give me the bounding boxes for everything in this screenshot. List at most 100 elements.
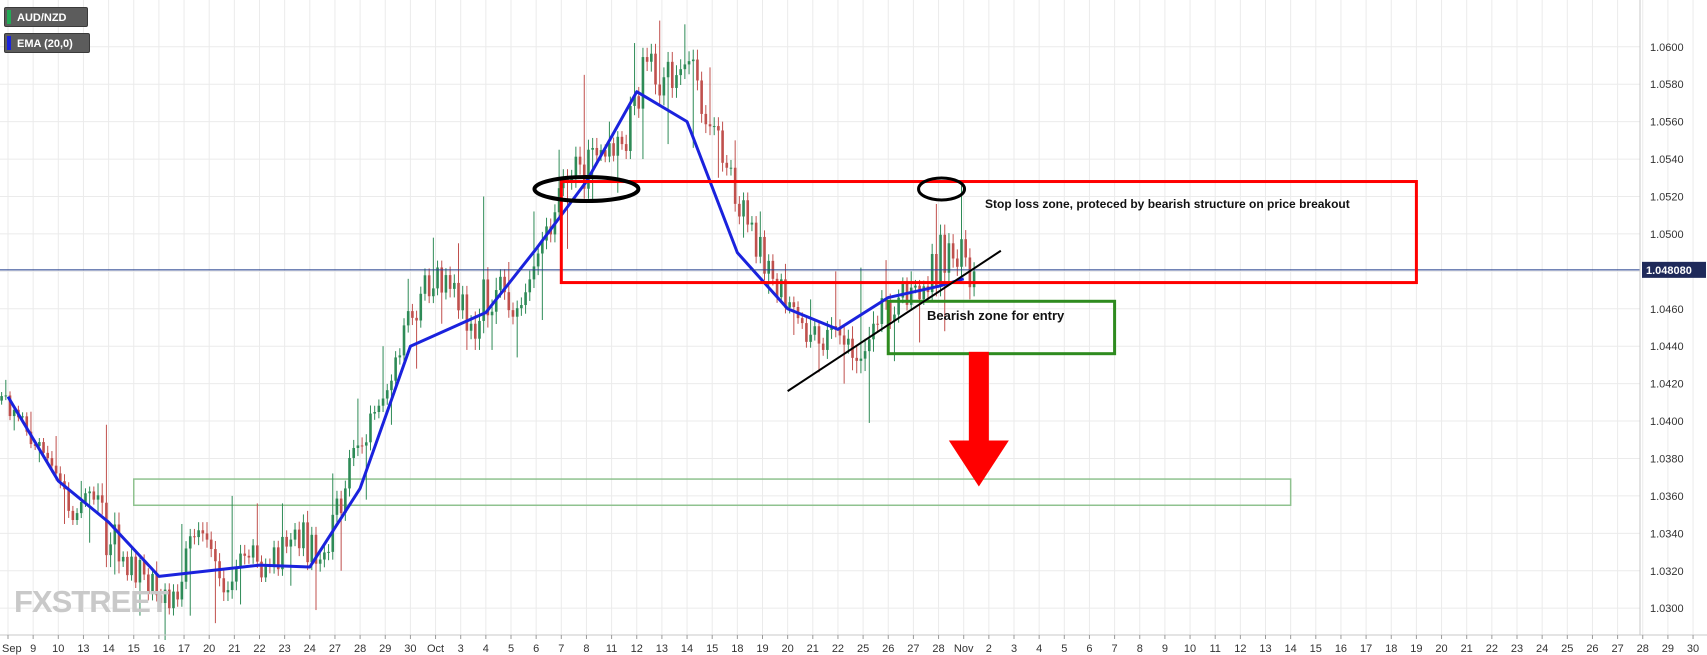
entry-zone [886,299,1117,356]
candle-body [775,278,779,298]
candle-body [842,335,846,345]
x-tick-label: 30 [404,643,416,655]
candle-body [817,326,821,344]
x-tick-label: 20 [203,643,215,655]
arrow-shaft [968,351,989,441]
candle-body [960,239,963,267]
x-tick-label: 18 [731,643,743,655]
candle-body [779,279,783,298]
candle-body [947,243,951,273]
candle-body [733,167,737,204]
y-tick-label: 1.0560 [1650,117,1684,129]
candle-body [536,253,540,267]
annotations: Stop loss zone, proteced by bearish stru… [532,175,1418,487]
candle-body [511,310,515,317]
candle-body [821,343,825,350]
candle-body [406,311,410,326]
candle-body [50,458,54,466]
candle-body [473,323,477,339]
candle-body [918,285,921,300]
candle-body [151,573,154,595]
symbol-legend[interactable]: AUD/NZD [4,7,88,27]
x-tick-label: 29 [379,643,391,655]
x-tick-label: 13 [656,643,668,655]
candle-body [260,561,263,578]
candle-body [683,64,687,70]
candle-body [75,513,79,521]
candle-body [708,124,712,127]
y-axis: 1.0300 1.0320 1.0340 1.0360 1.0380 1.0400 1.04… [1639,0,1706,635]
candle-body [327,551,330,553]
candle-body [42,442,45,453]
x-tick-label: 5 [1061,643,1067,655]
candle-body [310,534,314,563]
candle-body [880,298,884,324]
candle-body [759,236,762,257]
y-tick-label: 1.0440 [1650,341,1684,353]
candle-body [633,96,636,106]
candle-body [188,536,192,549]
candle-body [461,294,464,311]
candle-body [507,292,511,311]
x-tick-label: 28 [1637,643,1649,655]
candle-body [712,126,716,128]
x-tick-label: 12 [631,643,643,655]
candle-body [339,498,343,514]
candle-body [503,276,506,293]
candle-body [289,539,293,547]
x-tick-label: 8 [583,643,589,655]
trendline [787,249,1002,392]
x-tick-label: Oct [427,643,444,655]
x-tick-label: 5 [508,643,514,655]
x-tick-label: 21 [1461,643,1473,655]
candle-body [226,590,230,593]
candle-body [490,311,494,316]
candle-body [499,276,502,291]
candle-body [142,559,146,575]
candle-body [666,61,670,78]
x-tick-label: Nov [954,643,974,655]
y-tick-label: 1.0320 [1650,566,1684,578]
candle-body [84,493,87,503]
x-tick-label: 22 [832,643,844,655]
candle-body [654,53,657,85]
candle-body [754,222,758,257]
x-tick-label: Sep [2,643,22,655]
x-tick-label: 10 [1184,643,1196,655]
indicator-label: EMA (20,0) [17,38,73,50]
target-zone [133,478,1292,507]
candle-body [264,564,267,578]
candle-body [465,294,469,331]
current-price-label: 1.048080 [1646,265,1692,277]
candle-body [176,591,179,600]
candle-body [629,105,632,151]
candle-body [637,96,641,109]
candle-body [394,357,397,381]
y-tick-label: 1.0460 [1650,304,1684,316]
candle-body [670,61,674,88]
candle-body [939,234,942,287]
candle-body [276,547,280,570]
candle-body [608,143,611,157]
x-tick-label: 2 [986,643,992,655]
candle-body [876,323,879,325]
candle-body [398,355,402,358]
x-tick-label: 21 [807,643,819,655]
candle-body [528,279,532,293]
candle-body [515,308,519,317]
y-tick-label: 1.0420 [1650,379,1684,391]
candle-body [126,556,129,576]
indicator-legend[interactable]: EMA (20,0) [4,33,90,53]
candle-body [109,544,112,556]
x-tick-label: 6 [533,643,539,655]
candle-body [624,144,628,151]
candle-body [838,328,842,336]
candle-body [167,589,171,609]
candle-body [578,156,582,165]
x-tick-label: 14 [681,643,693,655]
candle-body [788,302,791,308]
x-tick-label: 28 [354,643,366,655]
candle-body [419,293,423,321]
candle-body [721,130,724,163]
